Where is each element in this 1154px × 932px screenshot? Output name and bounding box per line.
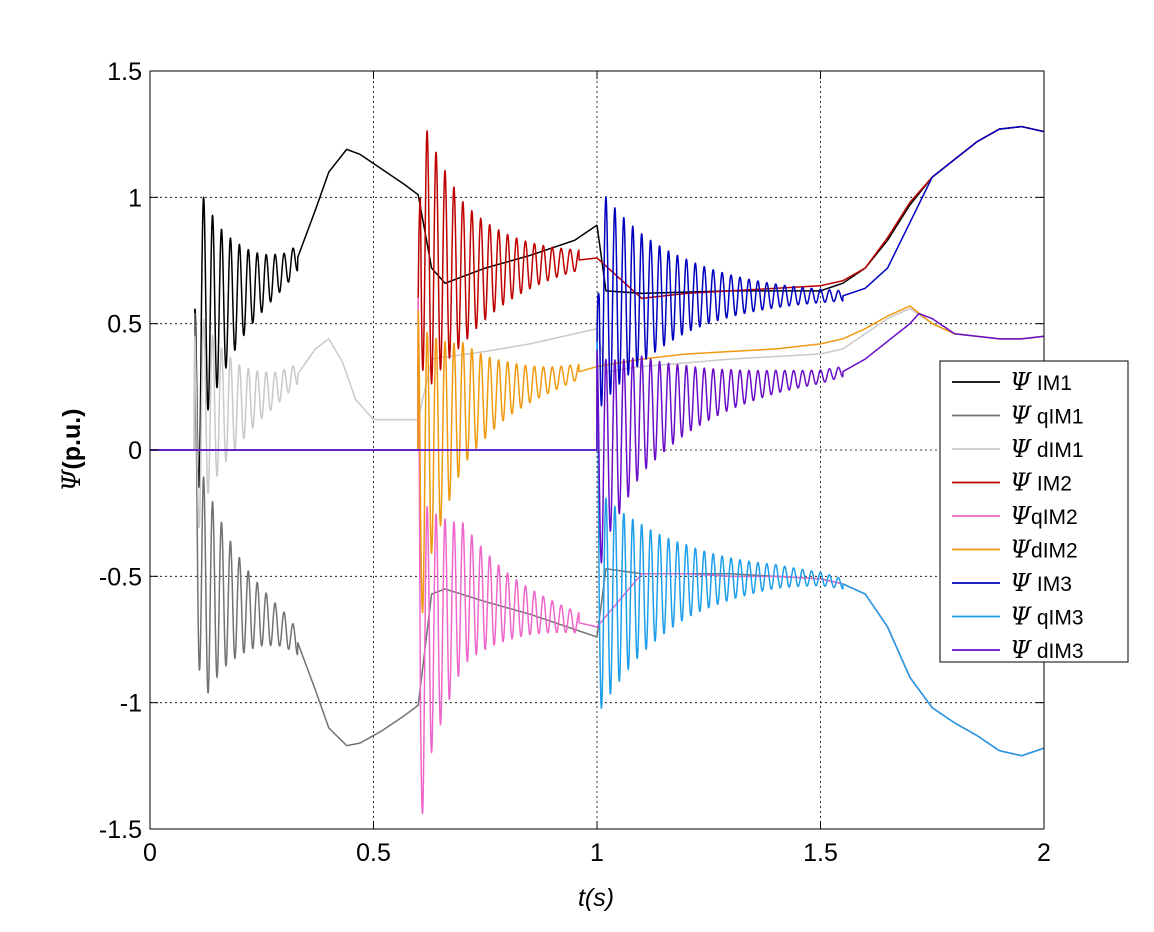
legend-label: dIM2: [1031, 540, 1078, 563]
legend-symbol: Ψ: [1010, 435, 1032, 463]
legend-symbol: Ψ: [1010, 368, 1032, 396]
legend-entry: Ψ IM2: [1010, 469, 1072, 497]
y-axis-label-symbol: Ψ: [57, 469, 86, 492]
x-tick-label: 0.5: [356, 839, 391, 867]
legend-entry: Ψ dIM1: [1010, 435, 1084, 463]
legend-symbol: Ψ: [1010, 469, 1032, 497]
series-line-9: [150, 312, 1044, 564]
legend-symbol: Ψ: [1010, 636, 1032, 664]
y-tick-label: -1: [120, 690, 142, 718]
legend-symbol: Ψ: [1010, 569, 1032, 597]
legend-entry: ΨqIM2: [1010, 502, 1078, 530]
legend-label: qIM1: [1031, 406, 1084, 429]
y-axis-label-unit: (p.u.): [58, 408, 86, 469]
legend-entry: Ψ IM1: [1010, 368, 1072, 396]
legend-label: dIM3: [1031, 640, 1084, 663]
y-tick-label: 0.5: [107, 311, 142, 339]
legend-box: [939, 360, 1129, 663]
y-tick-label: -1.5: [99, 816, 142, 844]
legend-label: qIM3: [1031, 607, 1084, 630]
y-tick-label: 0: [128, 437, 142, 465]
legend-label: dIM1: [1031, 439, 1084, 462]
y-tick-label: -0.5: [99, 563, 142, 591]
y-tick-label: 1.5: [107, 58, 142, 86]
legend-entry: Ψ qIM3: [1010, 603, 1084, 631]
legend-label: IM2: [1031, 473, 1072, 496]
legend-symbol: Ψ: [1010, 603, 1032, 631]
x-tick-label: 1.5: [803, 839, 838, 867]
legend-symbol: Ψ: [1010, 502, 1032, 530]
legend-entry: Ψ dIM3: [1010, 636, 1084, 664]
legend-symbol: Ψ: [1010, 402, 1032, 430]
x-tick-label: 2: [1037, 839, 1051, 867]
svg-text:Ψ(p.u.): Ψ(p.u.): [57, 408, 86, 491]
legend-label: qIM2: [1031, 506, 1078, 529]
series-group: [150, 125, 1044, 815]
legend-label: IM3: [1031, 573, 1072, 596]
y-axis-ticks: -1.5 -1 -0.5 0 0.5 1 1.5: [99, 58, 1044, 844]
y-tick-label: 1: [128, 184, 142, 212]
x-tick-label: 0: [143, 839, 157, 867]
legend-label: IM1: [1031, 372, 1072, 395]
legend-entry: ΨdIM2: [1010, 536, 1078, 564]
series-line-1: [150, 125, 1044, 488]
legend-symbol: Ψ: [1010, 536, 1032, 564]
x-axis-label: t(s): [578, 884, 614, 912]
legend-entry: Ψ IM3: [1010, 569, 1072, 597]
x-tick-label: 1: [590, 839, 604, 867]
legend-entry: Ψ qIM1: [1010, 402, 1084, 430]
y-axis-label: Ψ(p.u.): [57, 408, 86, 491]
x-axis-ticks: 0 0.5 1 1.5 2: [143, 71, 1051, 867]
